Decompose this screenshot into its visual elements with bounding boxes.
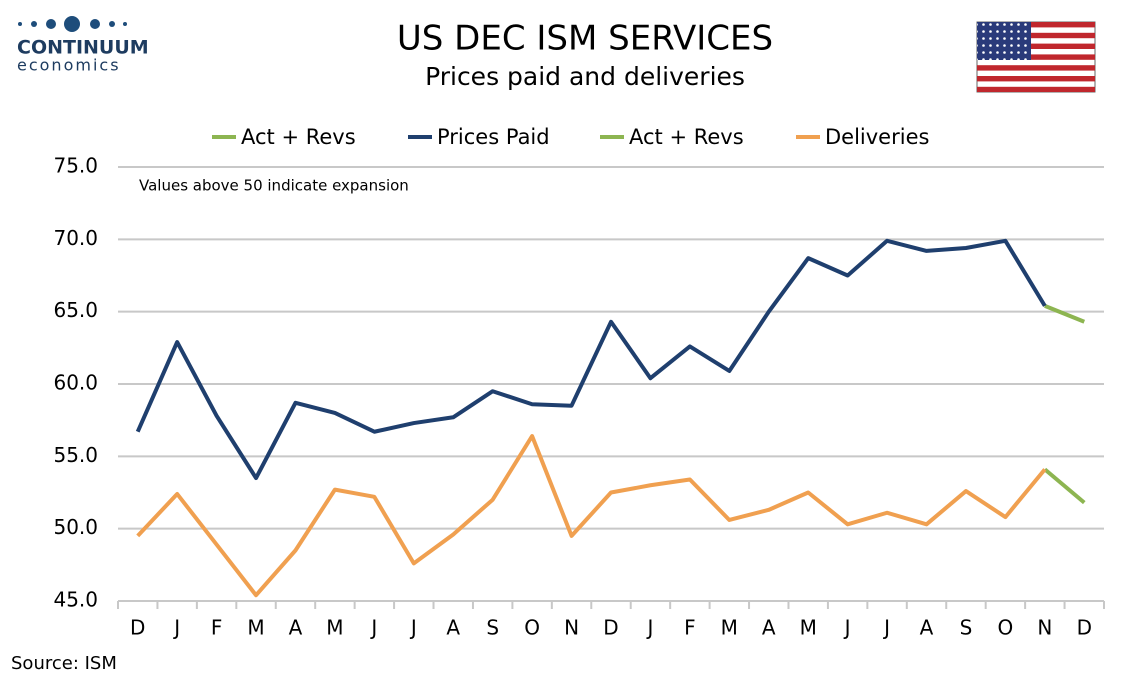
y-tick-label: 70.0 [53, 226, 98, 250]
logo [18, 16, 127, 32]
series-line [1044, 304, 1086, 324]
y-tick-label: 75.0 [53, 154, 98, 178]
logo-dot [46, 19, 56, 29]
flag [976, 21, 1096, 93]
x-tick-label: J [882, 616, 890, 640]
legend-label: Act + Revs [629, 125, 744, 149]
logo-dot [64, 16, 80, 32]
annotation: Values above 50 indicate expansion [139, 177, 409, 195]
y-tick-label: 60.0 [53, 371, 98, 395]
legend-label: Act + Revs [241, 125, 356, 149]
y-tick-label: 65.0 [53, 298, 98, 322]
x-tick-label: J [645, 616, 653, 640]
x-tick-label: A [762, 616, 776, 640]
x-tick-label: J [369, 616, 377, 640]
legend-label: Prices Paid [437, 125, 550, 149]
x-tick-label: J [172, 616, 180, 640]
chart-subtitle: Prices paid and deliveries [425, 62, 745, 91]
x-tick-label: M [800, 616, 817, 640]
logo-dot [109, 21, 115, 27]
x-tick-label: S [486, 616, 499, 640]
y-tick-label: 50.0 [53, 515, 98, 539]
x-tick-label: O [998, 616, 1014, 640]
x-tick-label: D [1077, 616, 1092, 640]
x-tick-label: F [684, 616, 696, 640]
series-line [135, 238, 1047, 481]
logo-dot [18, 22, 22, 26]
y-tick-label: 45.0 [53, 588, 98, 612]
x-tick-label: J [409, 616, 417, 640]
x-tick-label: A [446, 616, 460, 640]
source: Source: ISM [11, 653, 117, 674]
x-tick-label: N [564, 616, 579, 640]
y-tick-label: 55.0 [53, 443, 98, 467]
x-tick-label: O [524, 616, 540, 640]
x-tick-label: M [326, 616, 343, 640]
x-tick-label: M [247, 616, 264, 640]
x-tick-label: F [211, 616, 223, 640]
x-tick-label: N [1037, 616, 1052, 640]
logo-name: CONTINUUM [17, 37, 149, 59]
series-line [1043, 467, 1086, 505]
x-tick-label: D [130, 616, 145, 640]
x-tick-label: D [603, 616, 618, 640]
flag-stripes [977, 22, 1095, 92]
logo-tagline: economics [17, 56, 121, 75]
x-tick-label: A [289, 616, 303, 640]
logo-dot [90, 19, 100, 29]
legend-label: Deliveries [825, 125, 929, 149]
x-tick-label: J [843, 616, 851, 640]
logo-dot [123, 22, 127, 26]
x-tick-label: S [960, 616, 973, 640]
x-tick-label: M [721, 616, 738, 640]
x-tick-label: A [920, 616, 934, 640]
logo-dot [31, 21, 37, 27]
flag-canton [977, 22, 1031, 60]
chart-title: US DEC ISM SERVICES [397, 19, 773, 59]
series-line [136, 434, 1047, 598]
